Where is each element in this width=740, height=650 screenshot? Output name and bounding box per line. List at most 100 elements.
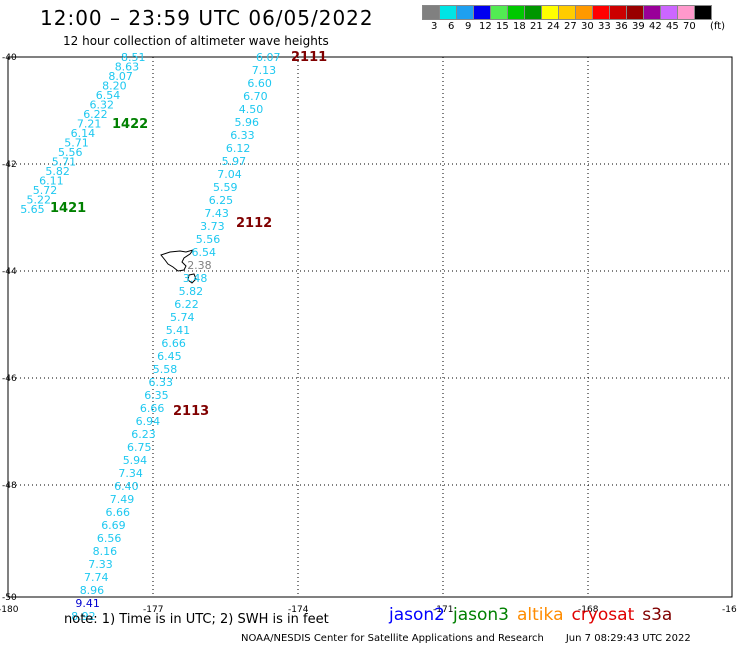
- satellite-legend: jason2 jason3 altika cryosat s3a: [389, 605, 680, 625]
- lon-tick-label: -177: [143, 605, 163, 615]
- wave-height-value: 5.56: [58, 146, 83, 159]
- wave-height-value: 6.33: [149, 376, 174, 389]
- wave-height-value: 8.16: [93, 545, 118, 558]
- credit-time: Jun 7 08:29:43 UTC 2022: [565, 633, 691, 644]
- wave-height-value: 6.14: [71, 127, 96, 140]
- lat-tick-label: -42: [2, 160, 17, 170]
- wave-height-value: 6.33: [230, 129, 255, 142]
- scale-label: 24: [547, 21, 560, 32]
- grid-lines: [8, 57, 732, 597]
- lon-tick-label: -168: [578, 605, 599, 615]
- scale-label: 42: [649, 21, 662, 32]
- color-scale: [422, 5, 712, 20]
- pass-label-1421: 1421: [50, 201, 86, 216]
- wave-height-value: 7.04: [217, 168, 242, 181]
- color-scale-labels: 3 6 9 12 15 18 21 24 27 30 33 36 39 42 45 70 (ft): [422, 21, 740, 33]
- credit-org: NOAA/NESDIS Center for Satellite Applica…: [241, 633, 544, 644]
- wave-height-value: 4.50: [239, 103, 263, 116]
- satellite-s3a: s3a: [642, 605, 673, 625]
- wave-height-value: 5.22: [27, 194, 52, 207]
- lat-tick-label: -48: [2, 481, 17, 491]
- pass-label-2113: 2113: [173, 404, 209, 419]
- scale-label: 70: [683, 21, 696, 32]
- lon-tick-label: -171: [433, 605, 453, 615]
- wave-height-value: 6.40: [114, 480, 139, 493]
- wave-height-value: 6.45: [157, 350, 182, 363]
- pass-label-2112: 2112: [236, 216, 272, 231]
- scale-label: 33: [598, 21, 611, 32]
- map-frame: [7, 56, 733, 598]
- wave-height-value: 7.13: [252, 64, 277, 77]
- pass-label-2111: 2111: [291, 50, 327, 65]
- wave-height-value: 3.48: [183, 272, 208, 285]
- lon-tick-label: -180: [0, 605, 19, 615]
- wave-height-value: 7.33: [88, 558, 113, 571]
- wave-height-value: 5.72: [33, 184, 58, 197]
- scale-label: 6: [448, 21, 455, 32]
- island-outline: [160, 249, 197, 284]
- wave-height-value: 6.22: [174, 298, 199, 311]
- scale-label: 45: [666, 21, 679, 32]
- wave-height-value: 3.73: [200, 220, 225, 233]
- lon-tick-label: -16: [722, 605, 737, 615]
- satellite-cryosat: cryosat: [571, 605, 635, 625]
- wave-height-value: 5.65: [20, 203, 45, 216]
- scale-label: 9: [465, 21, 472, 32]
- satellite-altika: altika: [517, 605, 564, 625]
- satellite-jason2: jason2: [389, 605, 445, 625]
- wave-height-value: 7.43: [204, 207, 229, 220]
- wave-height-value: 5.71: [64, 137, 89, 150]
- scale-label: 36: [615, 21, 628, 32]
- lon-tick-label: -174: [288, 605, 309, 615]
- wave-height-value: 6.66: [140, 402, 165, 415]
- wave-height-value: 5.59: [213, 181, 238, 194]
- wave-height-value: 6.22: [83, 108, 108, 121]
- wave-height-value: 6.69: [101, 519, 126, 532]
- wave-height-value: 6.23: [131, 428, 156, 441]
- wave-height-value: 5.97: [222, 155, 247, 168]
- wave-height-value: 6.56: [97, 532, 122, 545]
- wave-height-value: 6.11: [39, 175, 64, 188]
- lat-tick-label: -40: [2, 53, 17, 63]
- wave-height-value: 9.41: [75, 597, 100, 610]
- wave-height-value: 8.63: [115, 61, 140, 74]
- wave-height-value: 6.70: [243, 90, 268, 103]
- satellite-jason3: jason3: [453, 605, 509, 625]
- wave-height-value: 7.49: [110, 493, 135, 506]
- wave-height-value: 5.58: [153, 363, 178, 376]
- wave-height-value: 6.54: [96, 89, 121, 102]
- lat-tick-label: -44: [2, 267, 17, 277]
- scale-label: 12: [479, 21, 492, 32]
- scale-label: 3: [431, 21, 438, 32]
- wave-height-value: 7.34: [118, 467, 142, 480]
- lat-tick-label: -50: [2, 593, 17, 603]
- pass-label-1422: 1422: [112, 117, 148, 132]
- wave-height-value: 6.25: [209, 194, 234, 207]
- scale-label: 15: [496, 21, 509, 32]
- wave-height-value: 8.07: [108, 70, 132, 83]
- wave-height-value: 6.66: [106, 506, 131, 519]
- lat-tick-label: -46: [2, 374, 17, 384]
- wave-height-value: 6.12: [226, 142, 251, 155]
- wave-height-value: 8.92: [71, 610, 96, 623]
- wave-height-value: 5.82: [45, 165, 70, 178]
- wave-height-value: 5.56: [196, 233, 221, 246]
- wave-height-value: 5.71: [52, 156, 76, 169]
- scale-label: 39: [632, 21, 645, 32]
- wave-height-value: 7.74: [84, 571, 109, 584]
- wave-height-value: 5.41: [166, 324, 191, 337]
- scale-unit: (ft): [710, 21, 726, 32]
- footer-note: note: 1) Time is in UTC; 2) SWH is in fe…: [64, 612, 329, 627]
- wave-height-value: 6.54: [192, 246, 217, 259]
- credit-line: NOAA/NESDIS Center for Satellite Applica…: [241, 633, 713, 644]
- scale-label: 27: [564, 21, 577, 32]
- wave-height-value: 5.96: [235, 116, 260, 129]
- wave-height-value: 6.75: [127, 441, 152, 454]
- wave-height-value: 6.35: [144, 389, 169, 402]
- wave-height-value: 5.94: [123, 454, 148, 467]
- wave-height-value: 6.60: [247, 77, 272, 90]
- wave-height-value: 6.94: [136, 415, 161, 428]
- wave-height-value: 8.96: [80, 584, 105, 597]
- scale-swatch: [694, 5, 712, 20]
